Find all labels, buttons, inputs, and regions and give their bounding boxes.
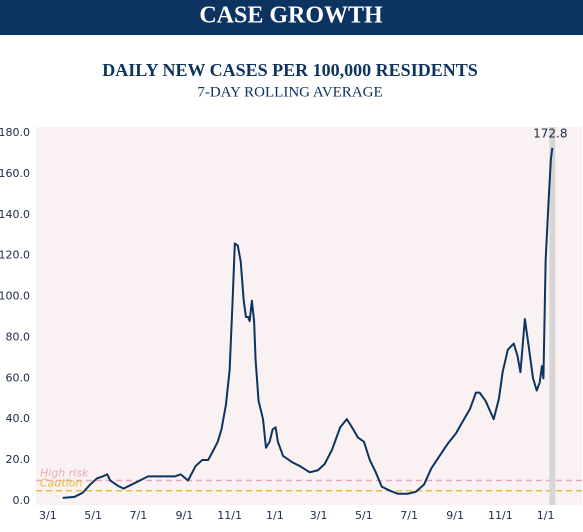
chart-title: DAILY NEW CASES PER 100,000 RESIDENTS: [102, 60, 477, 80]
y-tick-label: 60.0: [6, 371, 31, 384]
x-tick-label: 9/1: [446, 509, 464, 522]
series-line: [62, 147, 554, 499]
y-tick-label: 120.0: [0, 249, 30, 262]
x-tick-label: 1/1: [266, 509, 284, 522]
y-tick-label: 0.0: [13, 494, 31, 507]
x-tick-label: 1/1: [537, 509, 555, 522]
reference-label: High risk: [40, 466, 89, 479]
x-tick-label: 9/1: [176, 509, 194, 522]
header-title: CASE GROWTH: [199, 3, 383, 29]
y-tick-label: 140.0: [0, 208, 30, 221]
latest-value-label: 172.8: [533, 126, 567, 140]
y-tick-label: 20.0: [6, 453, 31, 466]
x-tick-label: 3/1: [39, 509, 57, 522]
x-tick-label: 5/1: [84, 509, 102, 522]
latest-highlight: [549, 127, 556, 505]
y-tick-label: 160.0: [0, 167, 30, 180]
x-tick-label: 3/1: [310, 509, 328, 522]
x-tick-label: 11/1: [217, 509, 242, 522]
plot-area: [36, 127, 582, 505]
x-tick-label: 11/1: [488, 509, 513, 522]
y-tick-label: 100.0: [0, 290, 30, 303]
y-tick-label: 40.0: [6, 412, 31, 425]
x-tick-label: 7/1: [400, 509, 418, 522]
y-tick-label: 180.0: [0, 126, 30, 139]
header-bar: [0, 0, 583, 35]
reference-label: Caution: [40, 477, 82, 490]
y-tick-label: 80.0: [6, 330, 31, 343]
chart-subtitle: 7-DAY ROLLING AVERAGE: [197, 84, 382, 100]
x-tick-label: 7/1: [130, 509, 148, 522]
x-tick-label: 5/1: [355, 509, 373, 522]
